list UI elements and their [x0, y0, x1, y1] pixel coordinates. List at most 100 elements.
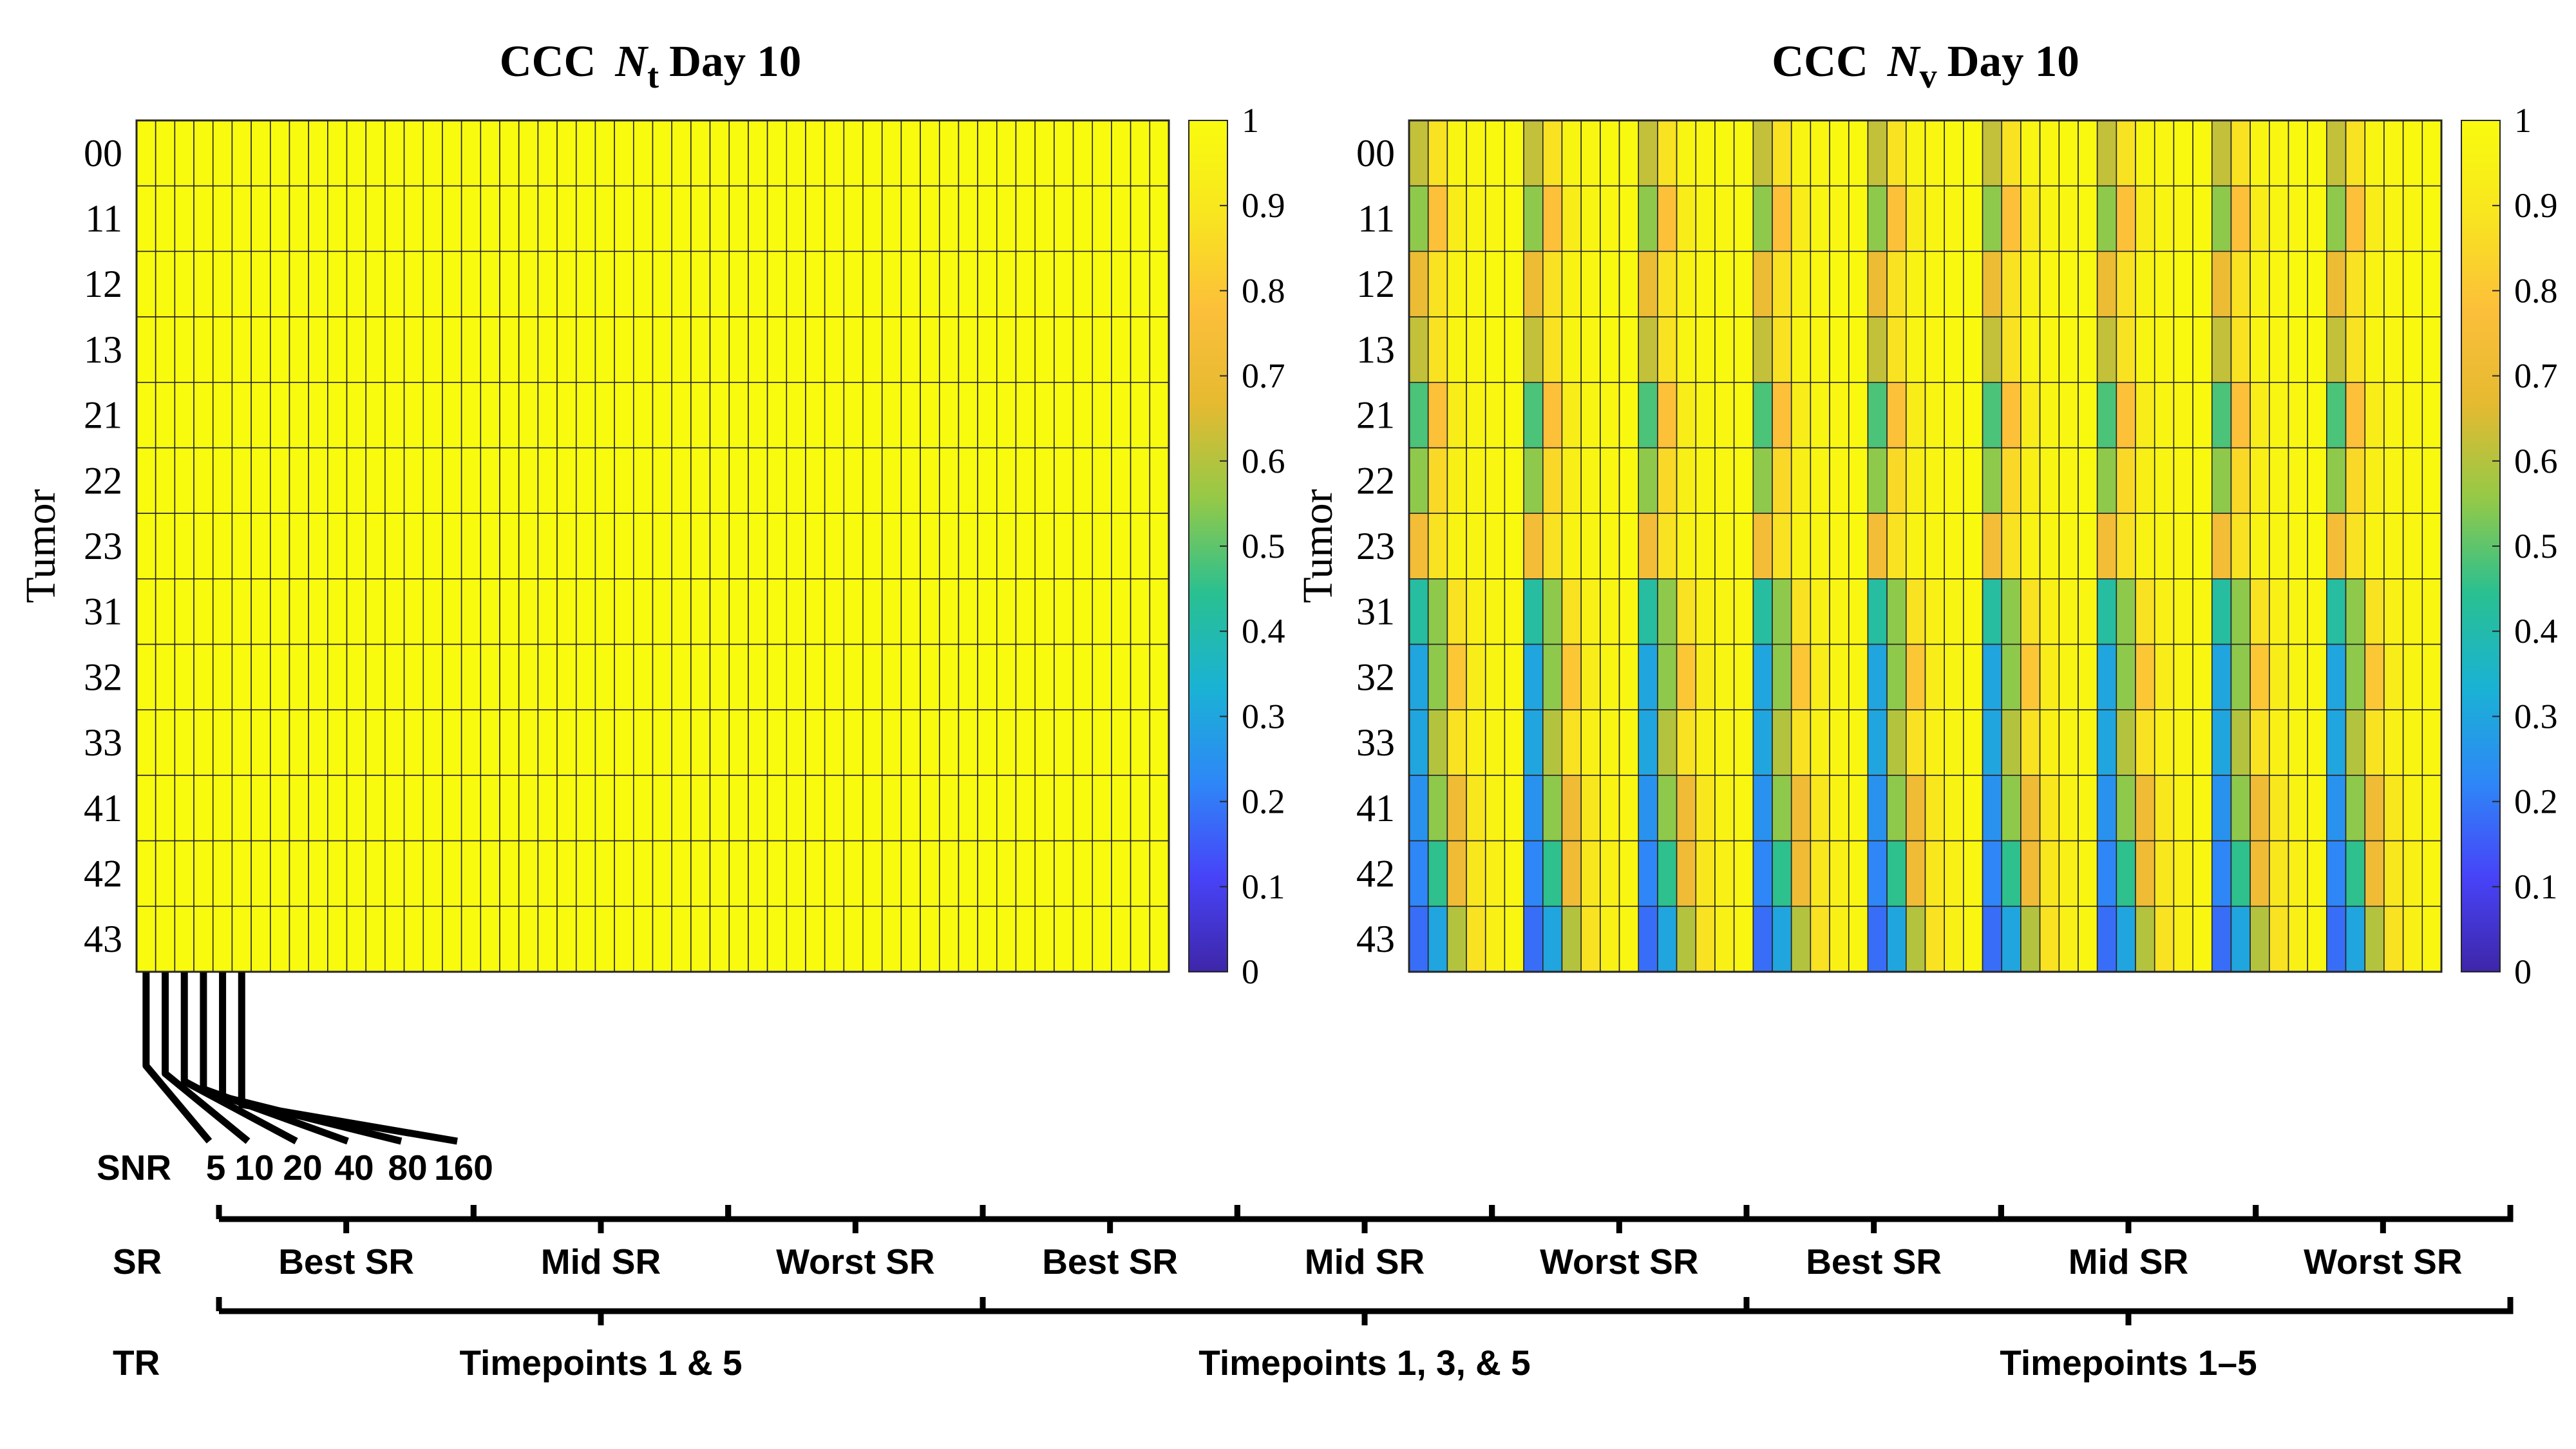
- heatmap-cell: [575, 513, 596, 580]
- heatmap-cell: [1015, 578, 1036, 645]
- heatmap-cell: [2116, 905, 2136, 972]
- heatmap-cell: [2211, 840, 2232, 907]
- heatmap-cell: [2211, 447, 2232, 514]
- heatmap-cell: [212, 578, 233, 645]
- heatmap-cell: [231, 905, 252, 972]
- heatmap-cell: [537, 578, 558, 645]
- heatmap-cell: [1657, 513, 1678, 580]
- heatmap-cell: [193, 840, 214, 907]
- heatmap-cell: [881, 447, 902, 514]
- heatmap-cell: [2307, 775, 2327, 842]
- heatmap-cell: [1638, 251, 1658, 317]
- heatmap-cell: [1466, 120, 1486, 187]
- heatmap-cell: [1848, 840, 1869, 907]
- heatmap-cell: [1772, 120, 1792, 187]
- heatmap-cell: [1072, 120, 1094, 187]
- heatmap-cell: [1427, 905, 1448, 972]
- heatmap-cell: [1944, 578, 1964, 645]
- heatmap-cell: [556, 251, 577, 317]
- heatmap-cell: [1111, 643, 1132, 711]
- heatmap-cell: [2287, 709, 2309, 776]
- heatmap-cell: [2249, 775, 2270, 842]
- heatmap-cell: [1810, 643, 1830, 711]
- heatmap-cell: [1963, 185, 1984, 252]
- heatmap-cell: [480, 513, 500, 580]
- heatmap-cell: [805, 709, 826, 776]
- heatmap-cell: [652, 447, 672, 514]
- heatmap-cell: [327, 251, 348, 317]
- sr-bracket: [1743, 1205, 2004, 1233]
- heatmap-cell: [2345, 381, 2366, 449]
- heatmap-cell: [2096, 120, 2117, 187]
- heatmap-cell: [251, 775, 271, 842]
- heatmap-cell: [1111, 513, 1132, 580]
- heatmap-cell: [996, 120, 1017, 187]
- heatmap-cell: [251, 316, 271, 383]
- heatmap-cell: [1054, 840, 1074, 907]
- sr-group-label: Worst SR: [1540, 1242, 1699, 1282]
- heatmap-cell: [251, 513, 271, 580]
- heatmap-cell: [633, 316, 654, 383]
- heatmap-cell: [900, 447, 921, 514]
- heatmap-cell: [2364, 185, 2385, 252]
- heatmap-cell: [1054, 709, 1074, 776]
- heatmap-cell: [269, 578, 290, 645]
- heatmap-cell: [1886, 185, 1907, 252]
- heatmap-cell: [155, 709, 176, 776]
- heatmap-cell: [193, 251, 214, 317]
- heatmap-cell: [2211, 316, 2232, 383]
- heatmap-cell: [1906, 185, 1926, 252]
- sr-group-label: Best SR: [278, 1242, 414, 1282]
- heatmap-cell: [1810, 709, 1830, 776]
- heatmap-cell: [2402, 316, 2423, 383]
- heatmap-cell: [1867, 905, 1888, 972]
- heatmap-cell: [384, 185, 405, 252]
- heatmap-cell: [824, 775, 845, 842]
- heatmap-cell: [155, 513, 176, 580]
- heatmap-cell: [1848, 578, 1869, 645]
- sr-bracket: [980, 1205, 1240, 1233]
- chart-title-subscript: v: [1920, 57, 1937, 95]
- heatmap-cell: [518, 643, 539, 711]
- y-axis-label-nv: Tumor: [1294, 489, 1341, 603]
- heatmap-cell: [1504, 185, 1524, 252]
- heatmap-cell: [518, 316, 539, 383]
- heatmap-cell: [614, 447, 634, 514]
- heatmap-cell: [1618, 643, 1640, 711]
- heatmap-cell: [824, 513, 845, 580]
- heatmap-cell: [2058, 775, 2079, 842]
- heatmap-cell: [1963, 905, 1984, 972]
- heatmap-cell: [614, 905, 634, 972]
- heatmap-cell: [193, 578, 214, 645]
- heatmap-cell: [1072, 905, 1094, 972]
- heatmap-cell: [1111, 775, 1132, 842]
- heatmap-cell: [518, 709, 539, 776]
- heatmap-cell: [2020, 447, 2041, 514]
- heatmap-cell: [499, 578, 520, 645]
- sr-bracket: [2253, 1205, 2514, 1233]
- heatmap-cell: [1886, 775, 1907, 842]
- heatmap-cell: [671, 709, 692, 776]
- heatmap-cell: [2078, 185, 2098, 252]
- heatmap-cell: [2307, 643, 2327, 711]
- heatmap-cell: [1015, 513, 1036, 580]
- heatmap-cell: [920, 709, 940, 776]
- heatmap-cell: [1111, 840, 1132, 907]
- heatmap-cell: [1810, 447, 1830, 514]
- heatmap-cell: [2269, 185, 2289, 252]
- y-tick-label: 00: [1356, 132, 1395, 175]
- heatmap-cell: [1829, 120, 1850, 187]
- heatmap-cell: [1092, 578, 1112, 645]
- heatmap-cell: [2287, 120, 2309, 187]
- heatmap-cell: [2116, 120, 2136, 187]
- heatmap-cell: [1924, 381, 1945, 449]
- heatmap-cell: [1034, 643, 1055, 711]
- heatmap-cell: [2096, 578, 2117, 645]
- heatmap-cell: [2269, 316, 2289, 383]
- heatmap-cell: [1963, 251, 1984, 317]
- heatmap-cell: [308, 905, 328, 972]
- heatmap-cell: [2287, 643, 2309, 711]
- heatmap-cell: [1924, 316, 1945, 383]
- chart-title-suffix: Day 10: [669, 37, 801, 86]
- heatmap-cell: [1982, 120, 2003, 187]
